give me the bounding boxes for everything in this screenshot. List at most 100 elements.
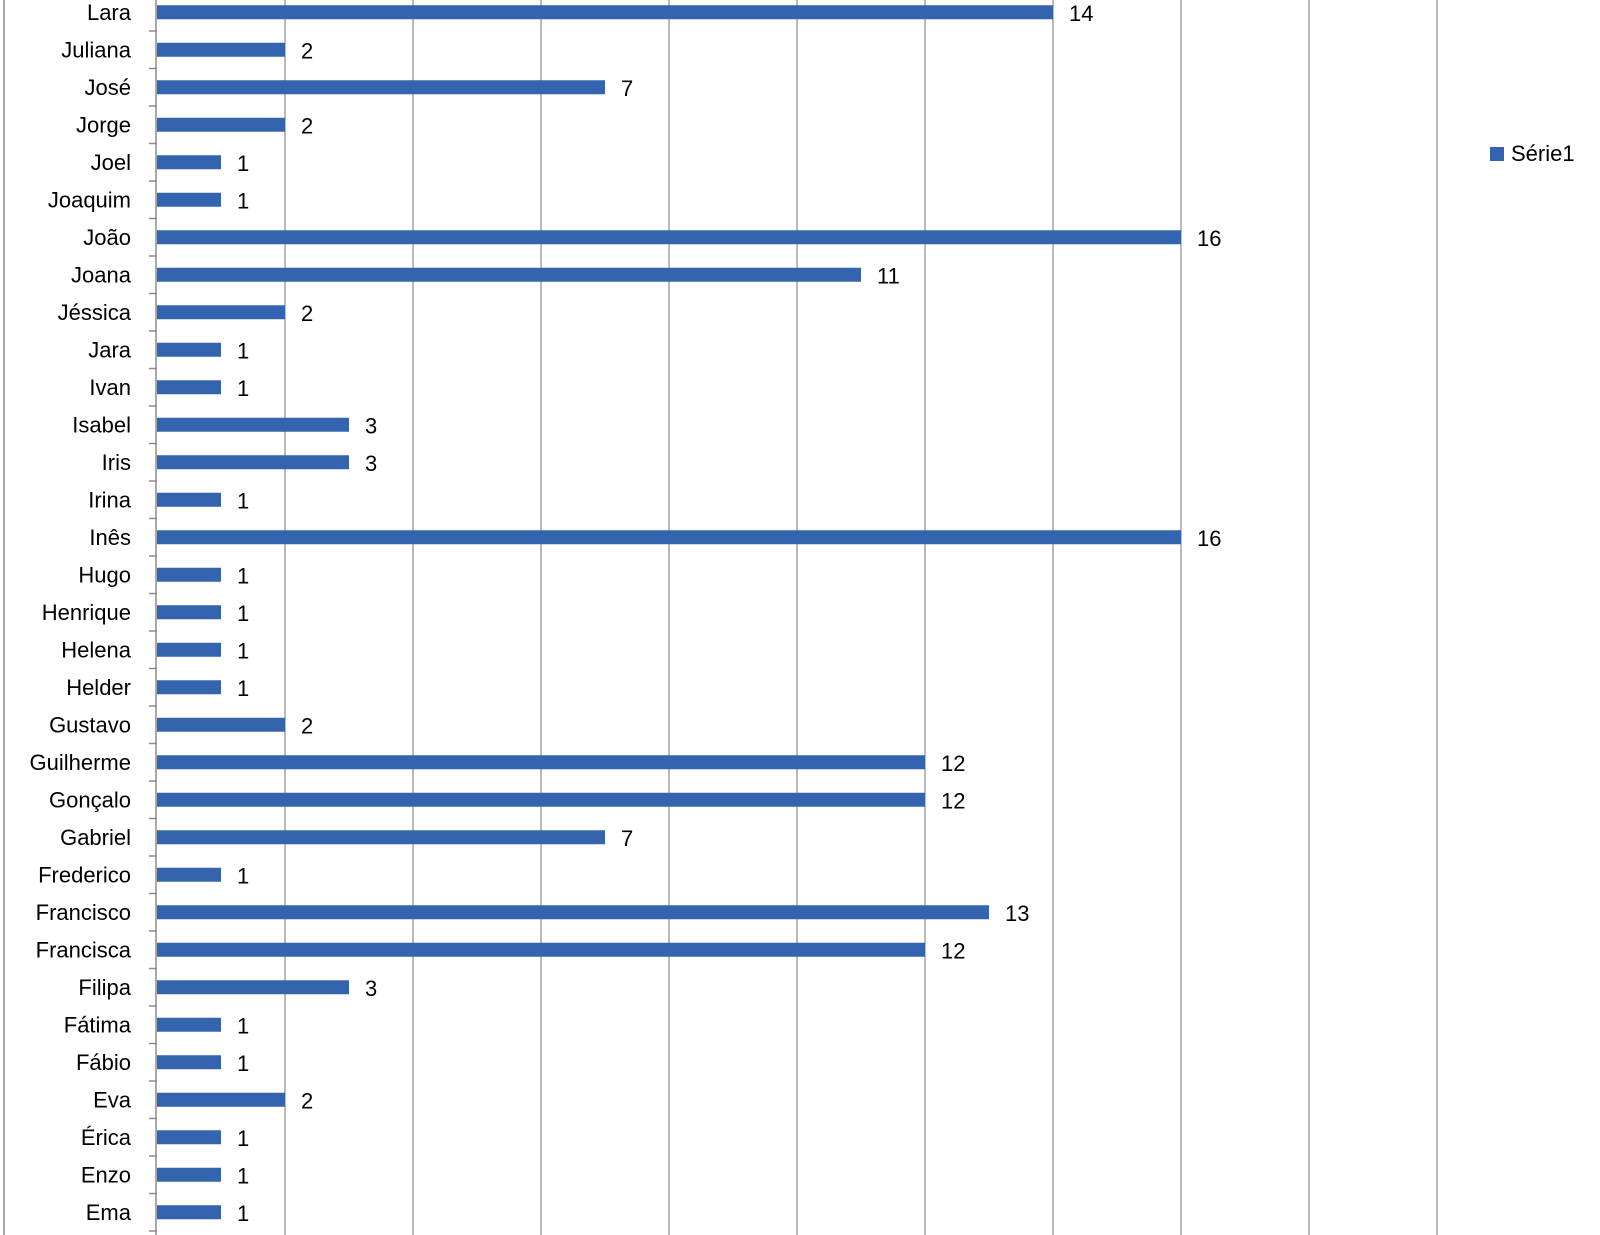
bar-Guilherme xyxy=(157,755,925,770)
data-label: 2 xyxy=(301,38,313,63)
data-label: 12 xyxy=(941,788,965,813)
bar-Helder xyxy=(157,680,221,695)
data-label: 1 xyxy=(237,1201,249,1226)
bar-Helena xyxy=(157,642,221,657)
bar-José xyxy=(157,80,605,95)
bar-Ivan xyxy=(157,380,221,395)
data-label: 1 xyxy=(237,563,249,588)
bar-João xyxy=(157,230,1181,245)
bar-Henrique xyxy=(157,605,221,620)
category-label: Joel xyxy=(91,150,131,175)
category-label: Ivan xyxy=(89,375,131,400)
category-label: Enzo xyxy=(81,1162,131,1187)
data-label: 2 xyxy=(301,1088,313,1113)
legend-swatch xyxy=(1490,147,1504,161)
category-label: Helena xyxy=(61,637,131,662)
category-label: Henrique xyxy=(42,600,131,625)
category-label: Helder xyxy=(66,675,131,700)
data-label: 1 xyxy=(237,1126,249,1151)
data-label: 7 xyxy=(621,826,633,851)
category-labels: Lara Juliana José Jorge Joel Joaquim João Joana… xyxy=(30,0,132,1225)
bar-Inês xyxy=(157,530,1181,545)
category-label: João xyxy=(83,225,131,250)
data-label: 2 xyxy=(301,713,313,738)
category-label: Érica xyxy=(81,1125,132,1150)
data-label: 2 xyxy=(301,113,313,138)
category-label: Francisco xyxy=(36,900,131,925)
category-label: Filipa xyxy=(78,975,131,1000)
bar-Joana xyxy=(157,267,861,282)
data-label: 1 xyxy=(237,1163,249,1188)
bar-Eva xyxy=(157,1092,285,1107)
bar-Frederico xyxy=(157,867,221,882)
category-label: Jéssica xyxy=(58,300,132,325)
data-label: 1 xyxy=(237,376,249,401)
bar-Filipa xyxy=(157,980,349,995)
bar-Gonçalo xyxy=(157,792,925,807)
category-label: Isabel xyxy=(72,412,131,437)
bar-Lara xyxy=(157,5,1053,20)
data-label: 1 xyxy=(237,1051,249,1076)
category-label: Lara xyxy=(87,0,132,25)
category-label: José xyxy=(85,75,131,100)
data-label: 12 xyxy=(941,751,965,776)
bar-Joaquim xyxy=(157,192,221,207)
data-label: 1 xyxy=(237,151,249,176)
category-label: Guilherme xyxy=(30,750,131,775)
category-label: Gonçalo xyxy=(49,787,131,812)
data-label: 1 xyxy=(237,1013,249,1038)
bar-Jéssica xyxy=(157,305,285,320)
legend: Série1 xyxy=(1490,141,1575,167)
bar-Isabel xyxy=(157,417,349,432)
category-label: Joana xyxy=(71,262,132,287)
gridlines xyxy=(3,0,1438,1235)
bar-Joel xyxy=(157,155,221,170)
category-label: Jara xyxy=(88,337,132,362)
data-label: 3 xyxy=(365,451,377,476)
data-label: 1 xyxy=(237,676,249,701)
category-label: Frederico xyxy=(38,862,131,887)
data-label: 1 xyxy=(237,188,249,213)
data-label: 1 xyxy=(237,863,249,888)
data-label: 11 xyxy=(877,263,900,288)
data-label: 1 xyxy=(237,338,249,363)
data-label: 3 xyxy=(365,413,377,438)
bar-Gabriel xyxy=(157,830,605,845)
category-label: Fábio xyxy=(76,1050,131,1075)
data-label: 13 xyxy=(1005,901,1029,926)
bar-Fátima xyxy=(157,1017,221,1032)
category-label: Hugo xyxy=(78,562,131,587)
category-label: Joaquim xyxy=(48,187,131,212)
category-label: Fátima xyxy=(64,1012,132,1037)
category-label: Gabriel xyxy=(60,825,131,850)
data-label: 16 xyxy=(1197,526,1221,551)
bar-Jorge xyxy=(157,117,285,132)
data-label: 16 xyxy=(1197,226,1221,251)
category-label: Juliana xyxy=(61,37,131,62)
data-label: 14 xyxy=(1069,1,1093,26)
category-axis xyxy=(149,0,157,1235)
category-label: Eva xyxy=(93,1087,132,1112)
data-label: 1 xyxy=(237,488,249,513)
bar-Francisca xyxy=(157,942,925,957)
category-label: Iris xyxy=(102,450,131,475)
bar-Iris xyxy=(157,455,349,470)
category-label: Ema xyxy=(86,1200,132,1225)
data-label: 3 xyxy=(365,976,377,1001)
bar-Jara xyxy=(157,342,221,357)
bar-Fábio xyxy=(157,1055,221,1070)
data-label: 2 xyxy=(301,301,313,326)
bar-Irina xyxy=(157,492,221,507)
bar-group xyxy=(157,5,1181,1220)
category-label: Jorge xyxy=(76,112,131,137)
data-label: 12 xyxy=(941,938,965,963)
bar-Francisco xyxy=(157,905,989,920)
category-label: Gustavo xyxy=(49,712,131,737)
data-label: 1 xyxy=(237,601,249,626)
value-labels: 1427211161121133116111121212711312311211… xyxy=(237,1,1221,1226)
bar-Juliana xyxy=(157,42,285,57)
category-label: Inês xyxy=(89,525,131,550)
bar-Ema xyxy=(157,1205,221,1220)
